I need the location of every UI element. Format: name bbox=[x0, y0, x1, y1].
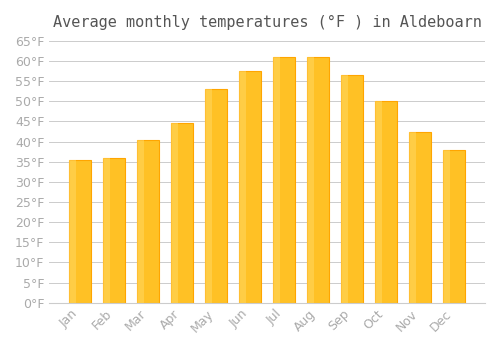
Bar bbox=[375, 101, 382, 303]
Bar bbox=[205, 89, 212, 303]
Bar bbox=[239, 71, 246, 303]
Bar bbox=[307, 57, 329, 303]
Bar bbox=[103, 158, 126, 303]
Bar bbox=[69, 160, 76, 303]
Bar bbox=[443, 150, 465, 303]
Bar bbox=[375, 101, 397, 303]
Bar bbox=[171, 124, 178, 303]
Bar bbox=[341, 75, 363, 303]
Bar bbox=[137, 140, 159, 303]
Bar bbox=[103, 158, 110, 303]
Bar bbox=[205, 89, 227, 303]
Bar bbox=[307, 57, 314, 303]
Bar bbox=[239, 71, 261, 303]
Bar bbox=[171, 124, 193, 303]
Bar bbox=[273, 57, 280, 303]
Bar bbox=[409, 132, 431, 303]
Title: Average monthly temperatures (°F ) in Aldeboarn: Average monthly temperatures (°F ) in Al… bbox=[52, 15, 482, 30]
Bar bbox=[273, 57, 295, 303]
Bar bbox=[137, 140, 144, 303]
Bar bbox=[443, 150, 450, 303]
Bar bbox=[341, 75, 347, 303]
Bar bbox=[69, 160, 92, 303]
Bar bbox=[409, 132, 416, 303]
